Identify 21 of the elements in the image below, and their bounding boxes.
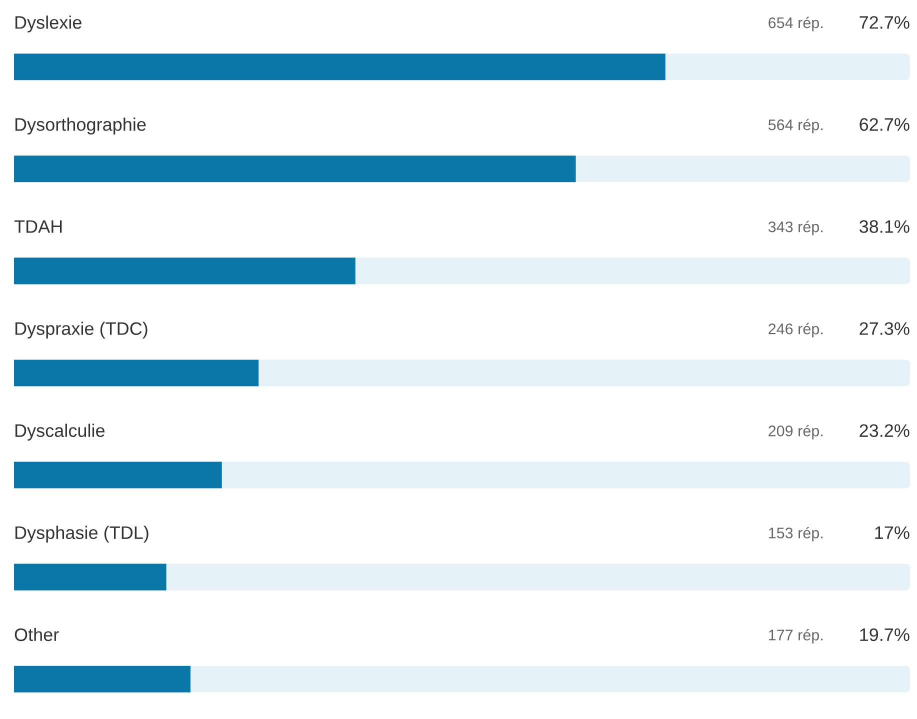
y-tick-label: Other: [14, 628, 59, 642]
y-tick-label: Dysphasie (TDL): [15, 526, 148, 543]
annotation: 564 rép.: [768, 118, 822, 134]
data-label: 17%: [875, 526, 910, 539]
y-tick-label: Dyslexie: [15, 16, 82, 32]
data-label: 19.7%: [860, 628, 910, 642]
annotation: 153 rép.: [769, 527, 822, 542]
annotation: 343 rép.: [768, 220, 822, 236]
annotation: 654 rép.: [768, 16, 822, 32]
y-tick-label: Dysorthographie: [15, 118, 146, 134]
data-label: 27.3%: [860, 322, 910, 335]
y-tick-label: Dyscalculie: [15, 424, 105, 441]
y-tick-label: TDAH: [14, 220, 62, 233]
annotation: 246 rép.: [768, 322, 822, 338]
data-label: 62.7%: [860, 118, 910, 131]
data-label: 38.1%: [859, 220, 910, 233]
y-tick-label: Dyspraxie (TDC): [15, 322, 148, 339]
annotation: 177 rép.: [769, 629, 822, 644]
data-label: 72.7%: [860, 16, 910, 29]
annotation: 209 rép.: [768, 424, 822, 440]
data-label: 23.2%: [860, 424, 910, 438]
